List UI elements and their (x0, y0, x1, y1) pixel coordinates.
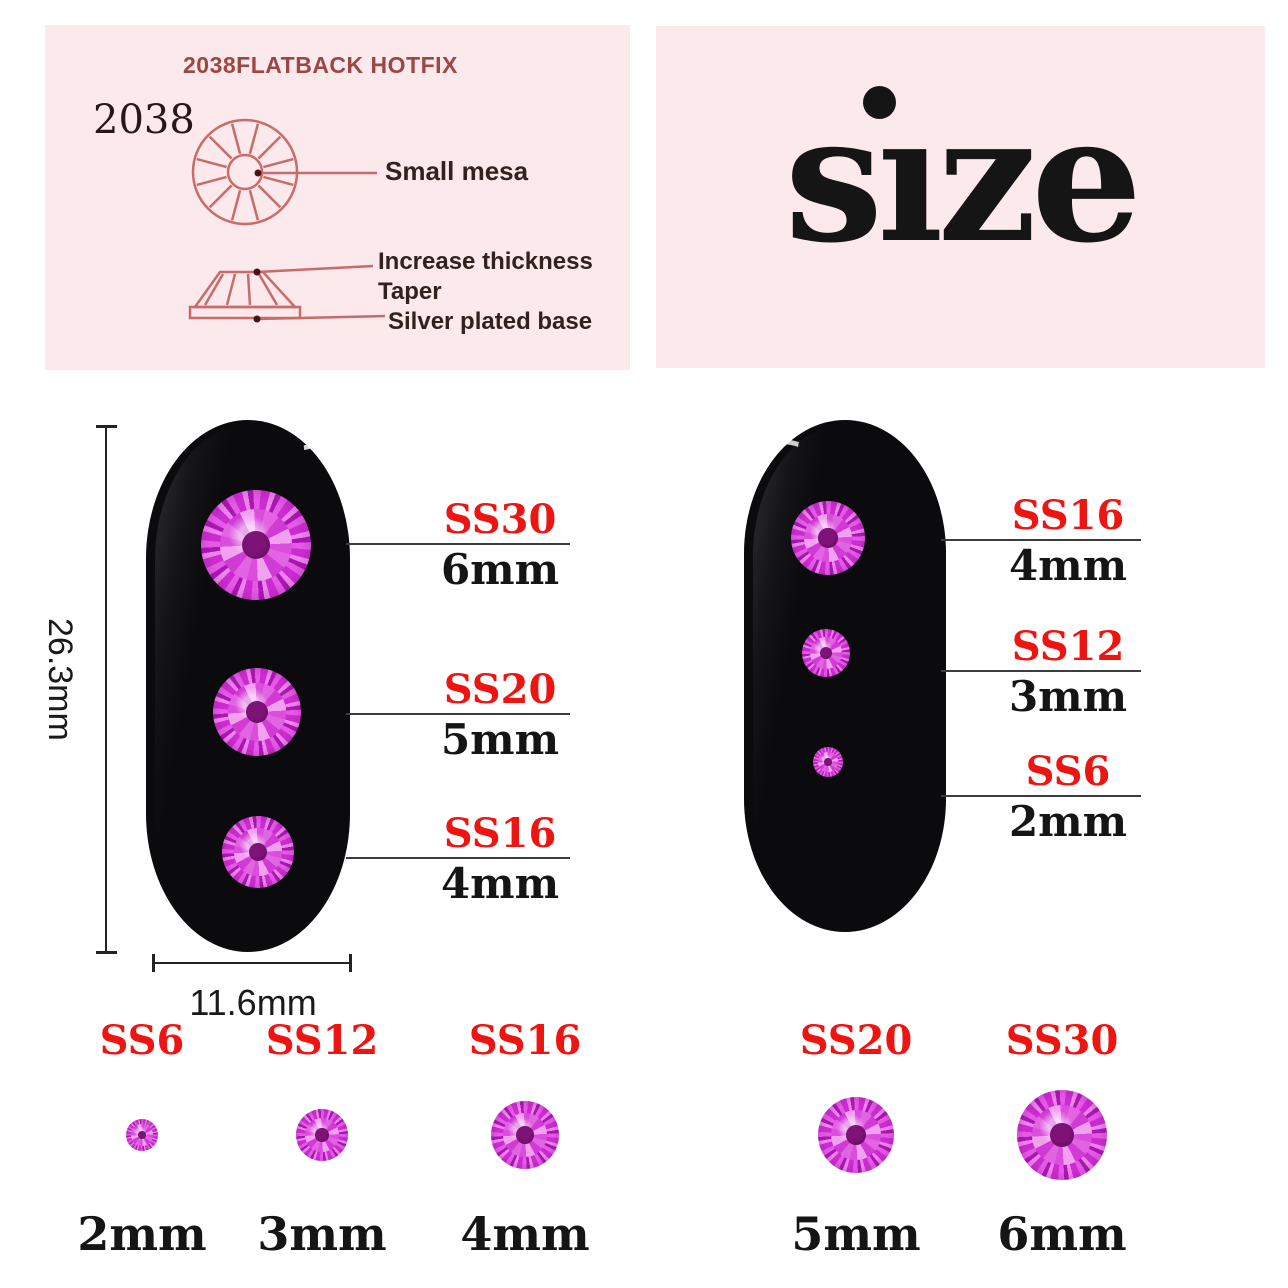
stone-size-code: SS12 (1011, 623, 1125, 670)
label-small-mesa: Small mesa (385, 156, 529, 186)
stone-size-code: SS6 (1025, 748, 1111, 795)
plated-base-outline (188, 305, 302, 320)
callout-ss16: SS16 4mm (346, 810, 570, 908)
rhinestone-diagram (188, 118, 386, 323)
horizontal-dim-cap-left (152, 954, 155, 972)
label-increase-thickness: Increase thickness (378, 248, 593, 275)
nail-width-value: 11.6mm (189, 982, 317, 1023)
stone-size-mm: 5mm (791, 1207, 921, 1261)
stone-size-mm: 2mm (77, 1207, 207, 1261)
label-silver-plated-base: Silver plated base (388, 308, 593, 335)
size-item-ss30: SS30 6mm (972, 1018, 1152, 1262)
leader-line (941, 539, 1141, 541)
stone-size-code: SS30 (443, 496, 557, 543)
callout-ss6: SS6 2mm (941, 748, 1141, 846)
stone-size-mm: 3mm (257, 1207, 387, 1261)
callout-ss16: SS16 4mm (941, 492, 1141, 590)
stone-size-mm: 6mm (997, 1207, 1127, 1261)
spec-title: 2038FLATBACK HOTFIX (183, 52, 458, 78)
leader-line (346, 543, 570, 545)
leader-line (941, 670, 1141, 672)
label-taper: Taper (378, 278, 442, 305)
nail-height-value: 26.3mm (41, 618, 79, 741)
product-code: 2038 (93, 97, 195, 143)
stone-size-code: SS16 (1011, 492, 1125, 539)
stone-size-mm: 6mm (440, 545, 560, 594)
rhinestone-gem (813, 747, 843, 777)
rhinestone-gem (213, 668, 301, 756)
stone-size-mm: 2mm (1008, 797, 1128, 846)
size-item-ss12: SS12 3mm (232, 1018, 412, 1262)
spec-panel: 2038FLATBACK HOTFIX 2038 Small mesa Incr… (45, 25, 630, 370)
callout-ss30: SS30 6mm (346, 496, 570, 594)
size-item-ss20: SS20 5mm (766, 1018, 946, 1262)
stone-size-code: SS16 (443, 810, 557, 857)
rhinestone-gem (802, 629, 850, 677)
vertical-dim-cap-top (96, 425, 117, 428)
side-view-outline (192, 270, 298, 309)
stone-size-code: SS6 (99, 1017, 185, 1064)
size-title-panel: sıze (656, 26, 1265, 368)
stone-size-code: SS20 (443, 666, 557, 713)
stone-size-mm: 5mm (440, 715, 560, 764)
rhinestone-gem (491, 1101, 559, 1169)
rhinestone-gem (296, 1109, 348, 1161)
stone-size-mm: 4mm (460, 1207, 590, 1261)
horizontal-dim-line (153, 962, 351, 964)
rhinestone-gem (201, 490, 311, 600)
callout-ss12: SS12 3mm (941, 623, 1141, 721)
stone-size-mm: 4mm (440, 859, 560, 908)
stone-size-code: SS12 (265, 1017, 379, 1064)
rhinestone-gem (1017, 1090, 1107, 1180)
callout-ss20: SS20 5mm (346, 666, 570, 764)
rhinestone-gem (818, 1097, 894, 1173)
leader-dots (253, 169, 262, 323)
nail-right (691, 406, 946, 932)
leader-line (346, 713, 570, 715)
rhinestone-gem (791, 501, 865, 575)
leader-thickness (256, 264, 374, 274)
horizontal-dim-cap-right (349, 954, 352, 972)
size-item-ss6: SS6 2mm (52, 1018, 232, 1262)
stone-size-mm: 3mm (1008, 672, 1128, 721)
rhinestone-gem (222, 816, 294, 888)
leader-line (941, 795, 1141, 797)
vertical-dim-cap-bottom (96, 951, 117, 954)
stone-size-code: SS20 (799, 1017, 913, 1064)
leader-base (256, 314, 386, 321)
stone-size-code: SS30 (1005, 1017, 1119, 1064)
stone-size-code: SS16 (468, 1017, 582, 1064)
facet-spokes (196, 123, 294, 221)
leader-line (346, 857, 570, 859)
stone-size-mm: 4mm (1008, 541, 1128, 590)
size-item-ss16: SS16 4mm (435, 1018, 615, 1262)
size-heading: sıze (784, 77, 1143, 282)
rhinestone-gem (126, 1119, 158, 1151)
vertical-dim-line (105, 426, 107, 954)
i-dot-icon (863, 86, 896, 119)
